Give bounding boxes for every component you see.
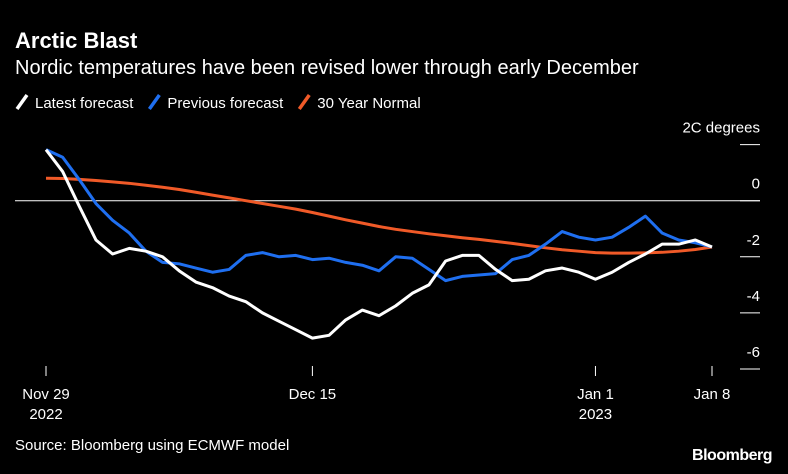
series-line <box>44 148 713 340</box>
legend-label: 30 Year Normal <box>317 95 420 112</box>
series-line <box>45 176 713 255</box>
legend-label: Latest forecast <box>35 95 134 112</box>
legend-swatch <box>15 93 29 111</box>
x-tick-label: Jan 8 <box>694 386 731 403</box>
y-tick-label: -6 <box>747 344 760 361</box>
x-tick-label: Jan 1 <box>577 386 614 403</box>
y-tick-label: -2 <box>747 232 760 249</box>
x-tick-label: Nov 29 <box>22 386 70 403</box>
x-tick-label: Dec 15 <box>289 386 337 403</box>
y-tick-label: -4 <box>747 288 760 305</box>
source-note: Source: Bloomberg using ECMWF model <box>15 437 289 454</box>
legend-swatch <box>147 93 161 111</box>
chart-title: Arctic Blast <box>15 28 138 53</box>
y-tick-label: 2C degrees <box>682 120 760 137</box>
chart-subtitle: Nordic temperatures have been revised lo… <box>15 57 639 79</box>
legend-label: Previous forecast <box>167 95 284 112</box>
x-tick-year: 2023 <box>579 406 612 423</box>
y-tick-label: 0 <box>752 176 760 193</box>
legend-swatch <box>297 93 311 111</box>
x-tick-year: 2022 <box>29 406 62 423</box>
series-line <box>45 148 713 283</box>
brand-logo: Bloomberg <box>692 447 772 464</box>
